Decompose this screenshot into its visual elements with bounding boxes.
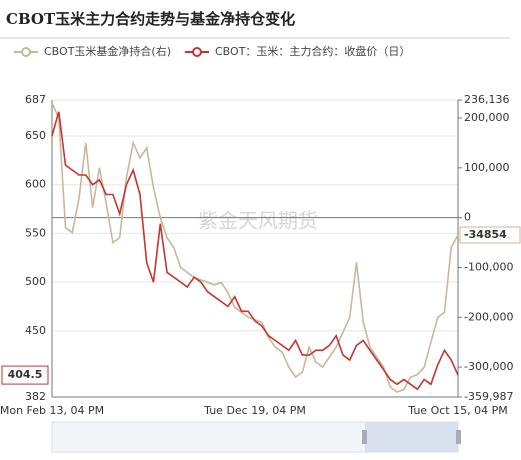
y2-tick-label: 0 bbox=[464, 211, 471, 224]
legend-swatch bbox=[192, 47, 202, 57]
zoom-handle[interactable] bbox=[362, 430, 367, 444]
y2-tick-label: -359,987 bbox=[464, 390, 513, 403]
legend-item[interactable]: CBOT：玉米：主力合约：收盘价（日） bbox=[185, 44, 410, 58]
zoom-handle[interactable] bbox=[456, 430, 461, 444]
y2-tick-label: -100,000 bbox=[464, 260, 513, 273]
legend-item[interactable]: CBOT玉米基金净持合(右) bbox=[14, 44, 171, 58]
series-line bbox=[51, 111, 459, 391]
y2-tick-label: 100,000 bbox=[464, 161, 510, 174]
x-tick-label: Tue Oct 15, 04 PM bbox=[407, 404, 507, 417]
y-tick-label: 500 bbox=[25, 275, 46, 288]
legend-label: CBOT玉米基金净持合(右) bbox=[44, 44, 171, 58]
y-tick-label: 600 bbox=[25, 178, 46, 191]
last-value-box bbox=[1, 365, 49, 385]
last-value-label: -34854 bbox=[464, 228, 507, 241]
y-tick-label: 382 bbox=[25, 390, 46, 403]
y-tick-label: 450 bbox=[25, 324, 46, 337]
series-line bbox=[51, 102, 459, 393]
x-tick-label: Tue Dec 19, 04 PM bbox=[203, 404, 306, 417]
y-tick-label: 687 bbox=[25, 93, 46, 106]
x-tick-label: Mon Feb 13, 04 PM bbox=[0, 404, 104, 417]
last-value-label: 404.5 bbox=[8, 368, 43, 381]
y2-tick-label: 236,136 bbox=[464, 93, 510, 106]
chart-title: CBOT玉米主力合约走势与基金净持仓变化 bbox=[6, 10, 295, 28]
data-zoom[interactable] bbox=[51, 421, 461, 453]
last-value-box bbox=[459, 226, 521, 244]
watermark: 紫金天风期货 bbox=[198, 209, 318, 233]
y-tick-label: 650 bbox=[25, 129, 46, 142]
zoom-window[interactable] bbox=[365, 422, 458, 452]
legend-swatch bbox=[21, 47, 31, 57]
legend-label: CBOT：玉米：主力合约：收盘价（日） bbox=[215, 44, 410, 58]
y2-tick-label: -200,000 bbox=[464, 310, 513, 323]
y2-tick-label: -300,000 bbox=[464, 360, 513, 373]
y2-tick-label: 200,000 bbox=[464, 111, 510, 124]
y-tick-label: 550 bbox=[25, 226, 46, 239]
